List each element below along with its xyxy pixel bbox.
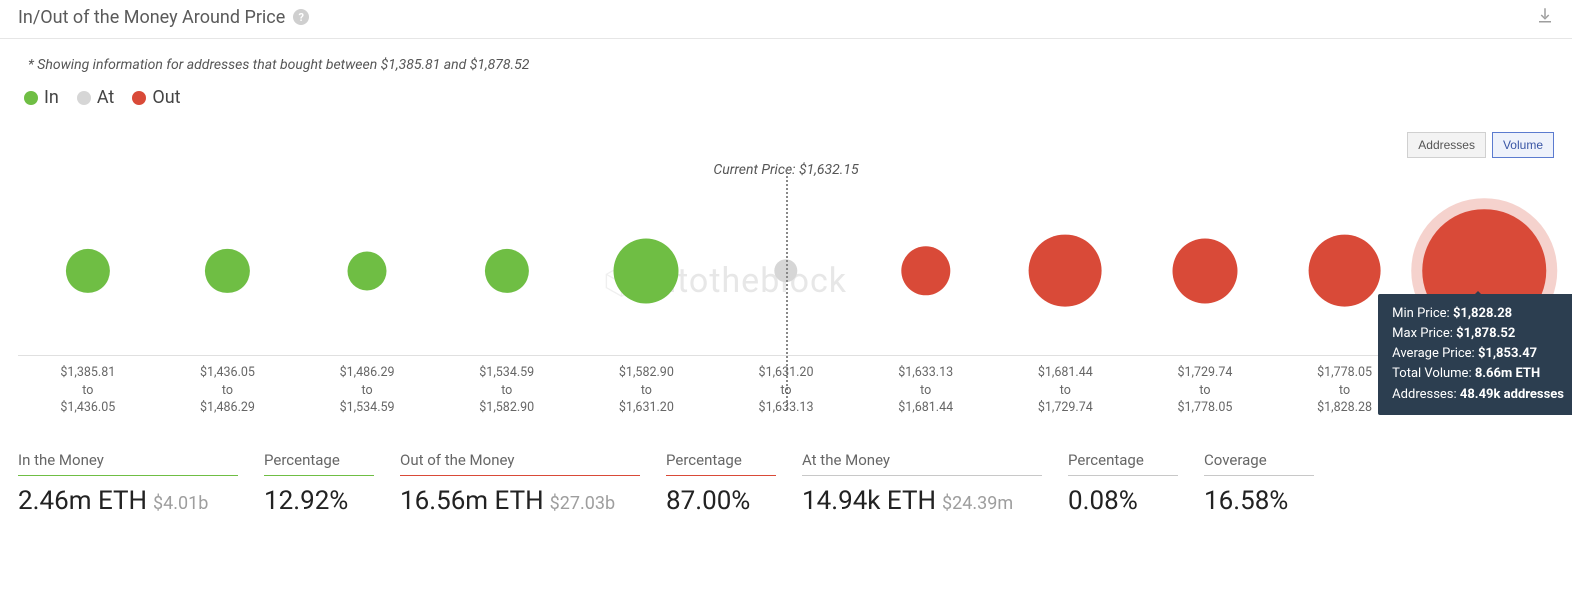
header: In/Out of the Money Around Price ?: [0, 0, 1572, 39]
stat-value-row: 14.94k ETH $24.39m: [802, 486, 1042, 516]
filter-note: * Showing information for addresses that…: [0, 39, 1572, 77]
legend-label: Out: [152, 87, 180, 108]
stat-underline: [264, 475, 374, 476]
range-labels: $1,385.81to$1,436.05$1,436.05to$1,486.29…: [0, 356, 1572, 417]
stat-value-row: 0.08%: [1068, 486, 1178, 516]
bubble[interactable]: [348, 251, 387, 290]
stat-value-row: 2.46m ETH $4.01b: [18, 486, 238, 516]
bubble[interactable]: [614, 238, 679, 303]
download-icon[interactable]: [1536, 6, 1554, 28]
dot-icon: [24, 91, 38, 105]
bubble-tooltip: Min Price: $1,828.28Max Price: $1,878.52…: [1378, 294, 1572, 415]
stat-underline: [666, 475, 776, 476]
bubble[interactable]: [1029, 234, 1102, 307]
bubble[interactable]: [1308, 234, 1381, 307]
stats-row: In the Money 2.46m ETH $4.01b Percentage 12.…: [0, 417, 1572, 516]
stat-subvalue: $4.01b: [153, 493, 208, 514]
bubble[interactable]: [66, 248, 110, 292]
stat-value-row: 12.92%: [264, 486, 374, 516]
legend: In At Out: [0, 77, 1572, 108]
help-icon[interactable]: ?: [293, 9, 309, 25]
stat-label: Percentage: [264, 451, 374, 469]
legend-label: In: [44, 87, 59, 108]
bubble[interactable]: [205, 248, 249, 292]
range-label: $1,582.90to$1,631.20: [577, 364, 717, 417]
stat-value: 12.92%: [264, 486, 348, 516]
bubble[interactable]: [485, 248, 529, 292]
stat-value: 2.46m ETH: [18, 486, 147, 516]
stat-block: Coverage 16.58%: [1204, 451, 1314, 516]
stat-value: 16.56m ETH: [400, 486, 544, 516]
stat-value-row: 16.58%: [1204, 486, 1314, 516]
stat-block: At the Money 14.94k ETH $24.39m: [802, 451, 1042, 516]
stat-subvalue: $24.39m: [942, 493, 1013, 514]
chart: Current Price: $1,632.15 intotheblock Mi…: [0, 162, 1572, 356]
stat-block: Percentage 0.08%: [1068, 451, 1178, 516]
stat-underline: [18, 475, 238, 476]
stat-block: Out of the Money 16.56m ETH $27.03b: [400, 451, 640, 516]
legend-in[interactable]: In: [24, 87, 59, 108]
range-label: $1,631.20to$1,633.13: [716, 364, 856, 417]
view-toggle: Addresses Volume: [0, 108, 1572, 162]
stat-value: 0.08%: [1068, 486, 1138, 516]
bubble[interactable]: [901, 246, 950, 295]
stat-subvalue: $27.03b: [550, 493, 615, 514]
legend-at[interactable]: At: [77, 87, 114, 108]
range-label: $1,385.81to$1,436.05: [18, 364, 158, 417]
stat-underline: [1068, 475, 1178, 476]
stat-label: Percentage: [1068, 451, 1178, 469]
stat-value-row: 87.00%: [666, 486, 776, 516]
range-label: $1,681.44to$1,729.74: [995, 364, 1135, 417]
stat-underline: [802, 475, 1042, 476]
bubble-row: intotheblock Min Price: $1,828.28Max Pri…: [18, 186, 1554, 356]
stat-block: Percentage 12.92%: [264, 451, 374, 516]
range-label: $1,486.29to$1,534.59: [297, 364, 437, 417]
stat-block: In the Money 2.46m ETH $4.01b: [18, 451, 238, 516]
dot-icon: [77, 91, 91, 105]
page-title: In/Out of the Money Around Price: [18, 7, 285, 28]
volume-button[interactable]: Volume: [1492, 132, 1554, 158]
stat-block: Percentage 87.00%: [666, 451, 776, 516]
range-label: $1,534.59to$1,582.90: [437, 364, 577, 417]
range-label: $1,633.13to$1,681.44: [856, 364, 996, 417]
stat-value: 16.58%: [1204, 486, 1288, 516]
range-label: $1,729.74to$1,778.05: [1135, 364, 1275, 417]
stat-value: 87.00%: [666, 486, 750, 516]
stat-label: Out of the Money: [400, 451, 640, 469]
legend-out[interactable]: Out: [132, 87, 180, 108]
legend-label: At: [97, 87, 114, 108]
range-label: $1,436.05to$1,486.29: [158, 364, 298, 417]
stat-label: In the Money: [18, 451, 238, 469]
stat-value: 14.94k ETH: [802, 486, 936, 516]
stat-label: At the Money: [802, 451, 1042, 469]
stat-underline: [400, 475, 640, 476]
stat-value-row: 16.56m ETH $27.03b: [400, 486, 640, 516]
bubble[interactable]: [1172, 238, 1237, 303]
stat-underline: [1204, 475, 1314, 476]
stat-label: Percentage: [666, 451, 776, 469]
title-wrap: In/Out of the Money Around Price ?: [18, 7, 309, 28]
dot-icon: [132, 91, 146, 105]
stat-label: Coverage: [1204, 451, 1314, 469]
addresses-button[interactable]: Addresses: [1407, 132, 1486, 158]
